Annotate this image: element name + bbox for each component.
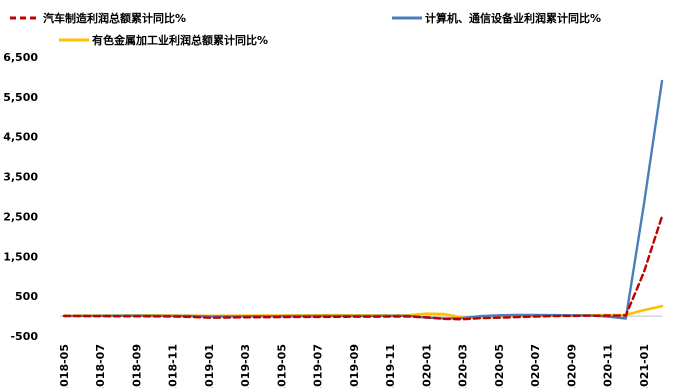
legend: 汽车制造利润总额累计同比% 计算机、通信设备业利润累计同比% 有色金属加工业利润总额… <box>10 11 601 47</box>
x-tick-label: 2020-07 <box>529 344 542 388</box>
x-tick-label: 2020-09 <box>565 344 578 388</box>
series-line-1 <box>62 79 664 320</box>
legend-item-2: 有色金属加工业利润总额累计同比% <box>59 33 268 47</box>
x-tick-label: 2019-01 <box>203 344 216 388</box>
y-tick-label: 2,500 <box>3 210 38 223</box>
x-tick-label: 2019-03 <box>239 344 252 388</box>
legend-item-1: 计算机、通信设备业利润累计同比% <box>392 11 601 25</box>
legend-label: 计算机、通信设备业利润累计同比% <box>425 11 601 25</box>
x-tick-label: 2019-07 <box>312 344 325 388</box>
x-tick-label: 2021-01 <box>638 344 651 388</box>
y-tick-label: 500 <box>15 290 38 303</box>
x-tick-label: 2020-11 <box>602 344 615 388</box>
y-axis: -500 500 1,500 2,500 3,500 4,500 5,500 6,500 <box>3 51 38 343</box>
series-line-0 <box>62 215 664 321</box>
legend-label: 汽车制造利润总额累计同比% <box>43 11 186 25</box>
y-tick-label: 5,500 <box>3 91 38 104</box>
y-tick-label: 6,500 <box>3 51 38 64</box>
y-tick-label: 3,500 <box>3 171 38 184</box>
legend-item-0: 汽车制造利润总额累计同比% <box>10 11 186 25</box>
legend-label: 有色金属加工业利润总额累计同比% <box>92 33 268 47</box>
x-tick-label: 2018-05 <box>58 344 71 388</box>
x-tick-label: 2018-11 <box>167 344 180 388</box>
plot-area <box>62 79 664 321</box>
x-tick-label: 2019-11 <box>384 344 397 388</box>
x-tick-label: 2020-05 <box>493 344 506 388</box>
x-tick-label: 2020-03 <box>457 344 470 388</box>
x-tick-label: 2018-09 <box>130 344 143 388</box>
x-tick-label: 2019-09 <box>348 344 361 388</box>
y-tick-label: 1,500 <box>3 250 38 263</box>
y-tick-label: 4,500 <box>3 131 38 144</box>
x-tick-label: 2020-01 <box>420 344 433 388</box>
x-axis: 2018-05 2018-07 2018-09 2018-11 2019-01 2019-… <box>58 315 662 392</box>
y-tick-label: -500 <box>10 330 38 343</box>
x-tick-label: 2019-05 <box>275 344 288 388</box>
x-tick-label: 2018-07 <box>94 344 107 388</box>
